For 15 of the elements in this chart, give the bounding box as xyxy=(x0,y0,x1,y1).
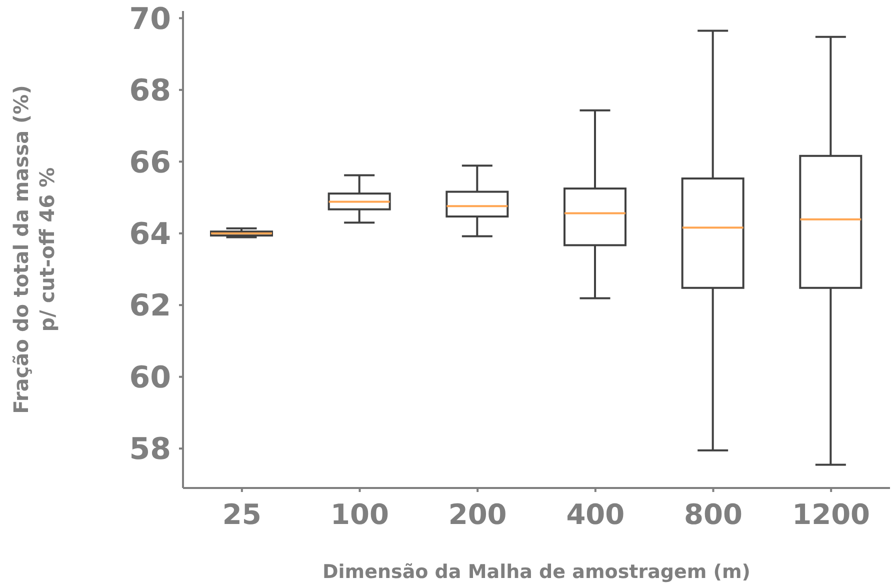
y-tick-label: 64 xyxy=(129,217,171,252)
x-axis-title: Dimensão da Malha de amostragem (m) xyxy=(322,561,750,583)
y-axis-title: Fração do total da massa (%) p/ cut-off 46 % xyxy=(9,85,59,414)
y-tick-label: 58 xyxy=(129,432,171,468)
x-tick-label: 1200 xyxy=(792,498,870,531)
x-tick-label: 200 xyxy=(448,498,507,531)
y-tick-label: 62 xyxy=(129,288,171,324)
x-tick-label: 400 xyxy=(566,498,625,531)
y-tick-label: 68 xyxy=(129,74,171,109)
x-tick-label: 800 xyxy=(684,498,742,531)
x-tick-label: 100 xyxy=(330,498,389,531)
x-tick-label: 25 xyxy=(222,498,262,531)
y-tick-label: 70 xyxy=(129,2,171,37)
y-tick-label: 66 xyxy=(129,145,171,180)
y-tick-label: 60 xyxy=(129,360,171,396)
